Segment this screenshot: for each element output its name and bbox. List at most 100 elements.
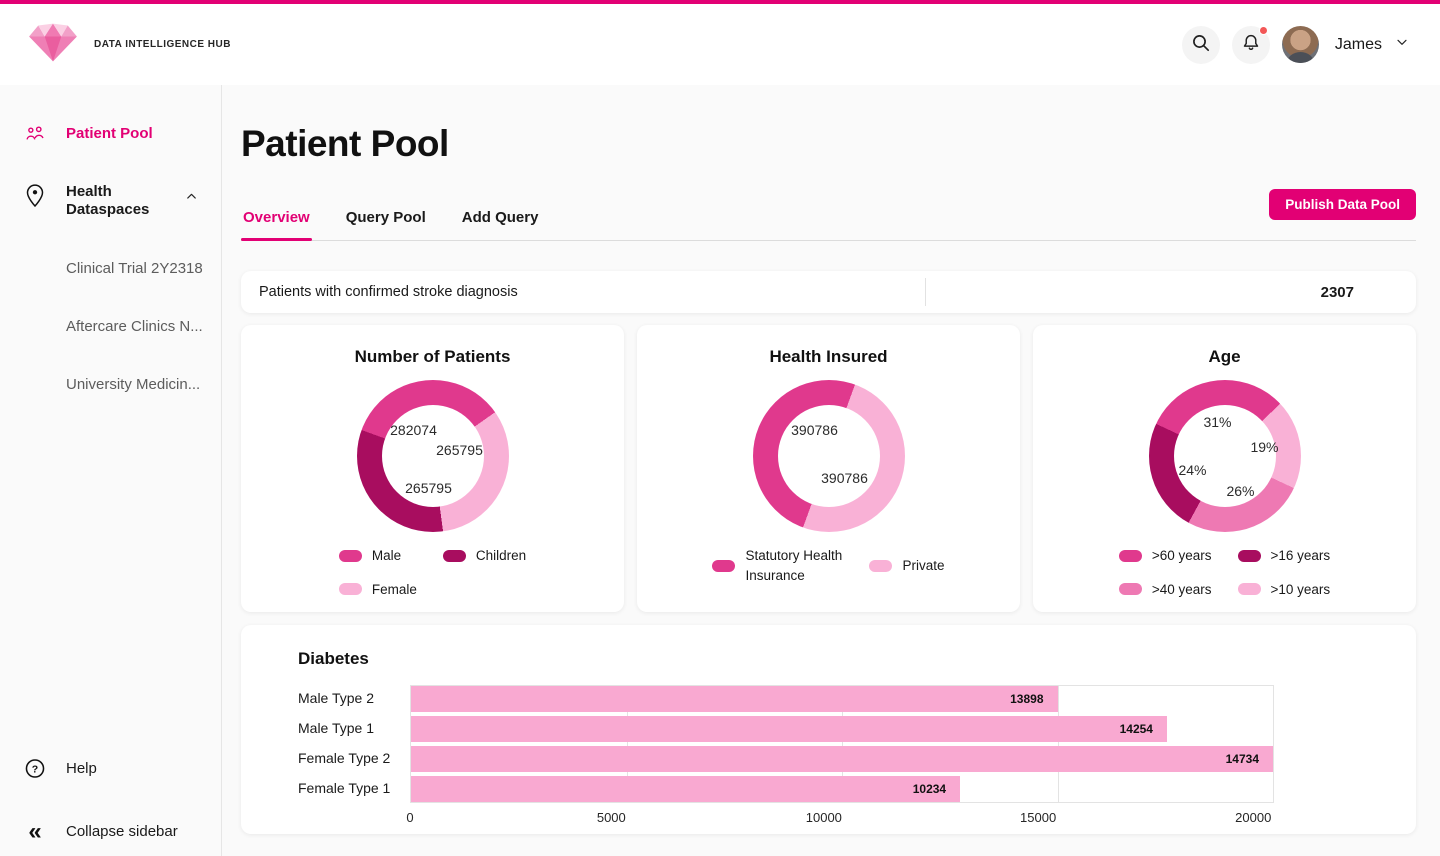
bar-category: Male Type 1 (298, 720, 375, 736)
donut-health-insured: 390786 390786 (752, 380, 905, 532)
chevron-up-icon[interactable] (184, 189, 199, 209)
chevron-down-icon[interactable] (1394, 34, 1410, 55)
donut-value-40: 26% (1226, 483, 1255, 499)
bar-value: 10234 (912, 782, 947, 796)
donut-value-statutory: 390786 (791, 422, 838, 438)
legend-swatch-children (442, 549, 466, 562)
avatar[interactable] (1281, 26, 1319, 63)
card-health-insured: Health Insured 390786 390786 Statutory H… (637, 325, 1020, 612)
tab-overview[interactable]: Overview (241, 199, 312, 241)
card-title: Number of Patients (354, 347, 511, 366)
tab-add-query[interactable]: Add Query (460, 199, 541, 240)
donut-value-16: 24% (1178, 462, 1207, 478)
legend-label: Children (475, 548, 527, 563)
gridline-10000 (842, 686, 843, 802)
user-name[interactable]: James (1334, 35, 1382, 53)
donut-chart[interactable] (752, 380, 905, 532)
legend: >60 years >16 years >40 years >10 years (1118, 546, 1331, 599)
query-summary-bar[interactable]: Patients with confirmed stroke diagnosis… (241, 271, 1416, 313)
card-age: Age 31% 19% 24% 26% >60 years >16 years … (1033, 325, 1416, 612)
sidebar-subitem-university-medicine[interactable]: University Medicin... (66, 376, 201, 393)
publish-data-pool-button[interactable]: Publish Data Pool (1269, 189, 1416, 220)
help-icon: ? (24, 757, 46, 780)
bar-category: Female Type 2 (298, 750, 391, 766)
legend-label: >10 years (1270, 581, 1331, 597)
bar-female-type-2[interactable]: 14734 (411, 746, 1273, 772)
gem-logo-icon (24, 19, 82, 70)
search-button[interactable] (1181, 25, 1220, 64)
legend-swatch-60-years (1118, 549, 1142, 562)
collapse-sidebar-button[interactable]: « Collapse sidebar (0, 818, 221, 845)
bar-male-type-1[interactable]: 14254 (411, 716, 1167, 742)
svg-text:?: ? (32, 763, 38, 775)
bar-category: Male Type 2 (298, 690, 375, 706)
legend-swatch-10-years (1237, 583, 1261, 596)
search-icon (1190, 32, 1212, 57)
sidebar-item-health-dataspaces[interactable]: Health Dataspaces (0, 183, 221, 219)
legend-swatch-16-years (1237, 549, 1261, 562)
bar-female-type-1[interactable]: 10234 (411, 776, 961, 802)
x-tick: 5000 (596, 810, 626, 825)
notification-dot (1258, 25, 1268, 35)
x-tick: 0 (406, 810, 414, 825)
legend-swatch-statutory (712, 559, 736, 572)
tab-query-pool[interactable]: Query Pool (344, 199, 428, 240)
app-header: DATA INTELLIGENCE HUB James (0, 4, 1440, 85)
double-chevron-left-icon: « (28, 818, 42, 845)
brand-logo-group[interactable]: DATA INTELLIGENCE HUB (24, 19, 231, 70)
help-label: Help (66, 759, 97, 777)
bar-male-type-2[interactable]: 13898 (411, 686, 1058, 712)
main-content: Patient Pool Overview Query Pool Add Que… (222, 85, 1440, 856)
card-title: Age (1208, 347, 1241, 366)
legend-label: >60 years (1151, 548, 1212, 563)
legend-label: Male (371, 548, 402, 563)
sidebar: Patient Pool Health Dataspaces Clinical … (0, 85, 222, 856)
donut-value-female: 265795 (436, 442, 483, 458)
card-number-of-patients: Number of Patients 282074 265795 265795 … (241, 325, 624, 612)
donut-value-private: 390786 (821, 470, 868, 486)
bar-value: 13898 (1010, 692, 1044, 706)
sidebar-item-patient-pool[interactable]: Patient Pool (0, 125, 221, 143)
notifications-button[interactable] (1231, 25, 1270, 64)
card-title: Health Insured (769, 347, 888, 366)
donut-value-male: 282074 (390, 422, 437, 438)
x-tick: 20000 (1235, 810, 1272, 825)
query-text: Patients with confirmed stroke diagnosis (259, 284, 518, 300)
bell-icon (1240, 32, 1262, 57)
collapse-sidebar-label: Collapse sidebar (66, 823, 178, 840)
donut-age: 31% 19% 24% 26% (1148, 380, 1301, 532)
card-title: Diabetes (298, 649, 369, 668)
legend: Statutory Health Insurance Private (712, 546, 945, 585)
bar-value: 14734 (1225, 752, 1259, 766)
donut-chart[interactable] (1148, 380, 1301, 532)
donut-chart[interactable] (356, 380, 509, 532)
brand-color-strip (0, 0, 1440, 4)
divider (924, 278, 926, 306)
patient-group-icon (24, 125, 46, 142)
gridline-15000 (1057, 686, 1059, 802)
sidebar-item-label: Health Dataspaces (66, 183, 150, 218)
legend-label: >40 years (1151, 581, 1212, 597)
bar-category-labels: Male Type 2 Male Type 1 Female Type 2 Fe… (298, 685, 410, 803)
x-tick: 10000 (805, 810, 842, 825)
legend-swatch-male (338, 549, 362, 562)
sidebar-subitem-clinical-trial[interactable]: Clinical Trial 2Y2318 (66, 260, 203, 277)
query-result-count: 2307 (1320, 283, 1354, 301)
sidebar-subitem-aftercare-clinics[interactable]: Aftercare Clinics N... (66, 318, 203, 335)
legend-swatch-private (869, 559, 893, 572)
brand-name: DATA INTELLIGENCE HUB (94, 39, 231, 50)
bar-category: Female Type 1 (298, 780, 391, 796)
donut-number-of-patients: 282074 265795 265795 (356, 380, 509, 532)
sidebar-item-label: Patient Pool (66, 125, 153, 142)
bar-value: 14254 (1119, 722, 1153, 736)
legend-label: Statutory Health Insurance (745, 548, 843, 583)
x-tick: 15000 (1020, 810, 1057, 825)
legend: Male Children Female (338, 546, 527, 599)
legend-swatch-female (338, 583, 362, 596)
help-button[interactable]: ? Help (0, 757, 221, 780)
legend-swatch-40-years (1118, 583, 1142, 596)
x-axis-ticks: 0 5000 10000 15000 20000 (406, 807, 1274, 829)
legend-label: >16 years (1270, 548, 1331, 563)
donut-value-10: 19% (1250, 439, 1279, 455)
tabs-bar: Overview Query Pool Add Query Publish Da… (241, 189, 1416, 241)
